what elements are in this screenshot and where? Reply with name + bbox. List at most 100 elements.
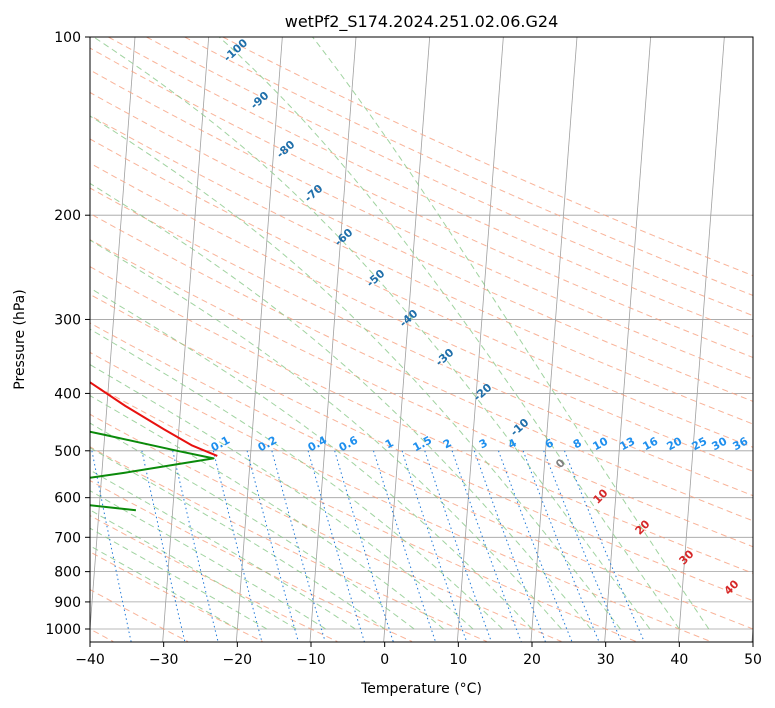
- moist-adiabat-line: [90, 328, 503, 630]
- dry-adiabat-line: [90, 382, 637, 642]
- moist-adiabat-line: [90, 239, 562, 630]
- mixing-ratio-label: 4: [506, 436, 519, 451]
- dry-adiabat-line: [90, 239, 753, 548]
- mixing-ratio-line: [334, 450, 394, 642]
- y-tick-label: 400: [54, 386, 81, 402]
- y-axis-ticks: 100 200 300 400 500 600 700 800 900 1000: [45, 30, 90, 638]
- plot-area: 0.1 0.2 0.4 0.6 1 1.5 2 3 4 6 8 10 13 16 20 25 30 36-100-…: [90, 36, 753, 642]
- mixing-ratio-label: 30: [710, 434, 730, 453]
- isotherm-line: [530, 37, 578, 642]
- moist-adiabat-line: [90, 545, 238, 630]
- moist-adiabat-line: [93, 37, 651, 630]
- dry-adiabats: [90, 37, 753, 642]
- y-tick-label: 600: [54, 491, 81, 507]
- moist-adiabat-line: [90, 287, 533, 630]
- y-tick-label: 1000: [45, 622, 81, 638]
- moist-adiabat-label: 40: [722, 577, 742, 597]
- dry-adiabat-line: [90, 266, 753, 574]
- x-tick-label: 20: [523, 652, 541, 668]
- moist-adiabat-label: 30: [677, 547, 697, 567]
- x-tick-label: 0: [380, 652, 389, 668]
- dry-adiabat-label: -90: [248, 89, 272, 112]
- mixing-ratio-label: 16: [641, 434, 661, 453]
- moist-adiabat-line: [90, 509, 297, 630]
- isotherm-line: [235, 37, 283, 642]
- dry-adiabat-line: [90, 162, 753, 472]
- mixing-ratio-label: 6: [543, 436, 556, 451]
- y-axis-label: Pressure (hPa): [12, 289, 28, 389]
- moist-adiabat-label: 10: [591, 486, 611, 506]
- dry-adiabat-label: -100: [221, 36, 250, 64]
- dry-adiabat-line: [90, 514, 338, 642]
- dry-adiabat-line: [222, 37, 753, 277]
- mixing-ratio-label: 20: [665, 434, 685, 453]
- dry-adiabat-line: [108, 37, 753, 337]
- x-axis-ticks: −40 −30 −20 −10 0 10 20 30 40 50: [75, 642, 762, 668]
- mixing-ratio-line: [246, 450, 299, 642]
- dry-adiabat-line: [184, 37, 753, 296]
- dry-adiabat-label: -60: [332, 226, 356, 249]
- x-tick-label: −20: [223, 652, 253, 668]
- x-tick-label: 50: [744, 652, 762, 668]
- moist-adiabat-line: [90, 182, 592, 630]
- moist-adiabat-label: 0: [553, 456, 568, 471]
- mixing-ratio-label: 10: [591, 434, 611, 453]
- mixing-ratio-line: [401, 450, 468, 642]
- mixing-ratio-line: [307, 450, 365, 642]
- moist-adiabat-line: [90, 527, 268, 630]
- dewpoint-profile-line: [90, 430, 215, 512]
- isotherm-line: [751, 623, 753, 642]
- mixing-ratio-line: [522, 450, 600, 642]
- x-axis-label: Temperature (°C): [360, 681, 482, 697]
- isotherm-line: [677, 37, 725, 642]
- moist-adiabat-line: [90, 115, 621, 630]
- mixing-ratio-line: [373, 450, 436, 642]
- mixing-ratio-line: [451, 450, 522, 642]
- isotherm-line: [456, 37, 504, 642]
- dry-adiabat-label: -20: [471, 381, 495, 404]
- moist-adiabat-line: [90, 422, 415, 630]
- mixing-ratio-label: 2: [441, 436, 454, 451]
- dry-adiabat-label: -30: [433, 346, 457, 369]
- y-tick-label: 500: [54, 444, 81, 460]
- mixing-ratio-line: [172, 450, 219, 642]
- mixing-ratio-line: [212, 450, 263, 642]
- x-tick-label: 30: [597, 652, 615, 668]
- dry-adiabat-line: [90, 212, 753, 522]
- dry-adiabat-line: [90, 479, 413, 642]
- x-tick-label: −30: [149, 652, 179, 668]
- dry-adiabat-line: [90, 322, 753, 630]
- dry-adiabat-line: [90, 293, 753, 602]
- x-tick-label: −40: [75, 652, 105, 668]
- mixing-ratio-line: [473, 450, 546, 642]
- mixing-ratio-lines: [91, 450, 645, 642]
- dry-adiabat-line: [90, 187, 753, 497]
- plot-frame: [89, 36, 754, 643]
- y-tick-label: 100: [54, 30, 81, 46]
- dry-adiabat-label: -80: [274, 138, 298, 161]
- mixing-ratio-label: 13: [618, 435, 638, 454]
- y-tick-label: 900: [54, 595, 81, 611]
- mixing-ratio-line: [91, 450, 132, 642]
- dry-adiabat-line: [90, 446, 487, 642]
- temperature-profile-line: [90, 381, 218, 457]
- dry-adiabat-label: -40: [397, 307, 421, 330]
- dry-adiabat-line: [146, 37, 753, 317]
- y-tick-label: 300: [54, 312, 81, 328]
- moist-adiabats: [90, 37, 710, 630]
- mixing-ratio-line: [141, 450, 186, 642]
- moist-adiabat-line: [312, 37, 710, 630]
- mixing-ratio-line: [543, 450, 622, 642]
- dry-adiabat-line: [90, 589, 189, 642]
- y-tick-label: 200: [54, 208, 81, 224]
- dry-adiabat-line: [90, 47, 753, 359]
- isotherm-line: [604, 37, 652, 642]
- mixing-ratio-label: 8: [571, 436, 584, 451]
- y-tick-label: 800: [54, 565, 81, 581]
- dry-adiabat-line: [90, 114, 753, 425]
- x-tick-label: −10: [296, 652, 326, 668]
- mixing-ratio-line: [564, 450, 645, 642]
- moist-adiabat-label: 20: [633, 517, 653, 537]
- dry-adiabat-line: [90, 91, 753, 402]
- y-tick-label: 700: [54, 530, 81, 546]
